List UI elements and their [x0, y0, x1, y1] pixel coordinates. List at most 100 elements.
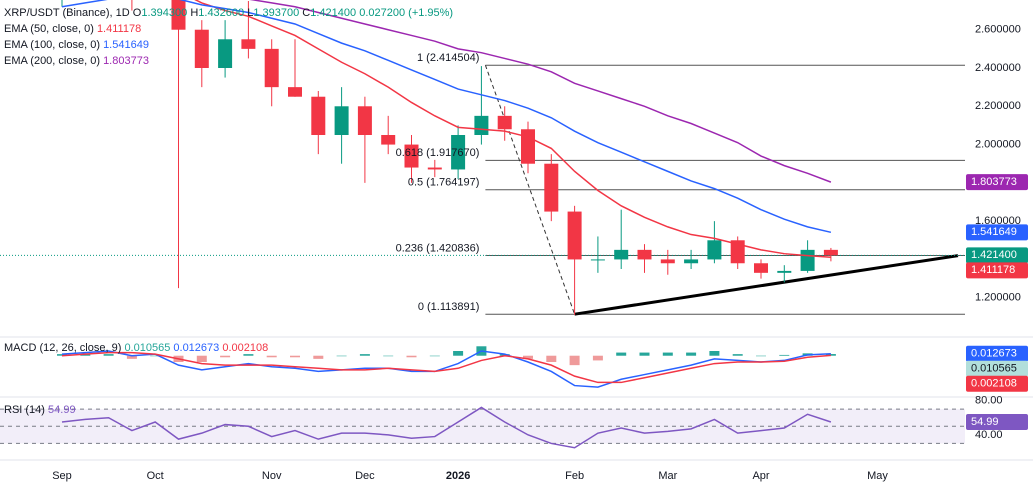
macd-value: 0.002108 [222, 342, 268, 354]
x-tick-label: Nov [262, 470, 282, 482]
macd-line [61, 350, 831, 388]
candle-body [357, 106, 372, 135]
fib-label: 0 (1.113891) [418, 301, 480, 313]
macd-histogram-bar [290, 355, 300, 358]
rsi-title: RSI (14) [4, 404, 45, 416]
candle-body [451, 135, 466, 170]
macd-histogram-bar [57, 354, 67, 356]
macd-histogram-bar [592, 355, 603, 361]
rsi-line [61, 406, 832, 449]
ohlc-name: H [190, 7, 198, 19]
macd-value: 0.010565 [124, 342, 170, 354]
rsi-badge [966, 414, 1028, 431]
legend-name: EMA (100, close, 0) [4, 39, 100, 51]
macd-legend: MACD (12, 26, close, 9) 0.010565 0.01267… [4, 342, 268, 354]
candle-body [684, 259, 699, 264]
ohlc-name: O [133, 7, 142, 19]
candle-body [823, 249, 838, 256]
fib-label: 0.618 (1.917670) [396, 147, 480, 159]
macd-badge [966, 360, 1028, 377]
macd-histogram-bar [686, 352, 697, 356]
x-tick-label: Mar [658, 470, 677, 482]
x-tick-label: 2026 [446, 470, 470, 482]
macd-histogram-bar [616, 352, 627, 356]
macd-histogram-bar [709, 351, 720, 356]
signal-line [61, 351, 831, 384]
macd-histogram-bar [126, 355, 137, 359]
price-badge-label: 1.411178 [971, 264, 1015, 276]
overlay: 1.200000 1.600000 2.000000 2.200000 2.400000… [0, 7, 1028, 482]
ema-line [194, 0, 831, 259]
macd-histogram-bar [523, 355, 533, 359]
macd-histogram-bar [243, 354, 254, 356]
macd-value: 0.012673 [173, 342, 219, 354]
macd-badge [966, 345, 1028, 362]
x-tick-label: Apr [752, 470, 769, 482]
legend-entry: EMA (200, close, 0) 1.803773 [4, 55, 149, 67]
candle-body [544, 163, 559, 212]
x-tick-label: May [867, 470, 888, 482]
candle-body [311, 96, 326, 135]
candle-body [521, 129, 535, 164]
price-badge-label: 1.803773 [971, 176, 1017, 188]
price-badge-label: 1.421400 [971, 249, 1017, 261]
ohlc-value: 1.393700 [253, 7, 299, 19]
legend-value: 1.411178 [97, 23, 141, 35]
macd-histogram-bar [429, 355, 440, 357]
macd-histogram-bar [453, 351, 464, 356]
y-tick-label: 2.600000 [975, 24, 1021, 36]
macd-histogram-bar [779, 354, 790, 356]
rsi-legend: RSI (14) 54.99 [4, 404, 76, 416]
price-badge [966, 224, 1028, 241]
y-tick-label: 2.200000 [975, 100, 1021, 112]
candle-body [614, 249, 629, 260]
candle-body [777, 270, 792, 273]
macd-histogram-bar [80, 354, 91, 356]
ema-line [249, 0, 832, 183]
macd-histogram-bar [825, 354, 836, 356]
ema-line [61, 0, 832, 234]
change: 0.027200 [359, 7, 405, 19]
candle-body [194, 29, 209, 68]
candle-body [241, 39, 256, 49]
fib-label: 0.5 (1.764197) [408, 177, 480, 189]
candle-body [800, 249, 815, 271]
fib-label: 0.236 (1.420836) [396, 242, 480, 254]
y-tick-label: 2.000000 [975, 138, 1021, 150]
x-tick-label: Dec [355, 470, 375, 482]
change-pct: (+1.95%) [408, 7, 453, 19]
ohlc-name: L [247, 7, 253, 19]
trendline [574, 254, 959, 316]
candle-body [567, 211, 582, 260]
candle-body [264, 48, 279, 88]
macd-histogram-bar [756, 355, 766, 357]
macd-badge-label: 0.012673 [971, 348, 1017, 360]
fib-label: 1 (2.414504) [417, 52, 479, 64]
macd-histogram-bar [732, 354, 743, 356]
candle-body [288, 87, 302, 97]
macd-histogram-bar [266, 355, 277, 358]
macd-histogram-bar [406, 355, 417, 358]
legend-entry: EMA (50, close, 0) 1.411178 [4, 23, 141, 35]
x-tick-label: Oct [147, 470, 164, 482]
rsi-tick-label: 40.00 [975, 429, 1003, 441]
price-badge-label: 1.541649 [971, 226, 1017, 238]
candle-body [171, 0, 186, 30]
ohlc-value: 1.421400 [310, 7, 356, 19]
candle-body [474, 115, 489, 135]
price-badge [966, 174, 1028, 191]
macd-histogram-bar [220, 355, 231, 358]
macd-histogram-bar [383, 355, 394, 357]
macd-histogram-bar [639, 352, 650, 356]
symbol: XRP/USDT (Binance), 1D [4, 7, 130, 19]
x-tick-label: Sep [52, 470, 72, 482]
candle-body [707, 240, 722, 260]
macd-histogram-bar [546, 355, 557, 362]
legend-entry: EMA (100, close, 0) 1.541649 [4, 39, 149, 51]
candle-body [334, 106, 349, 135]
candle-body [381, 135, 396, 145]
macd-badge [966, 375, 1028, 392]
legend-name: EMA (50, close, 0) [4, 23, 94, 35]
